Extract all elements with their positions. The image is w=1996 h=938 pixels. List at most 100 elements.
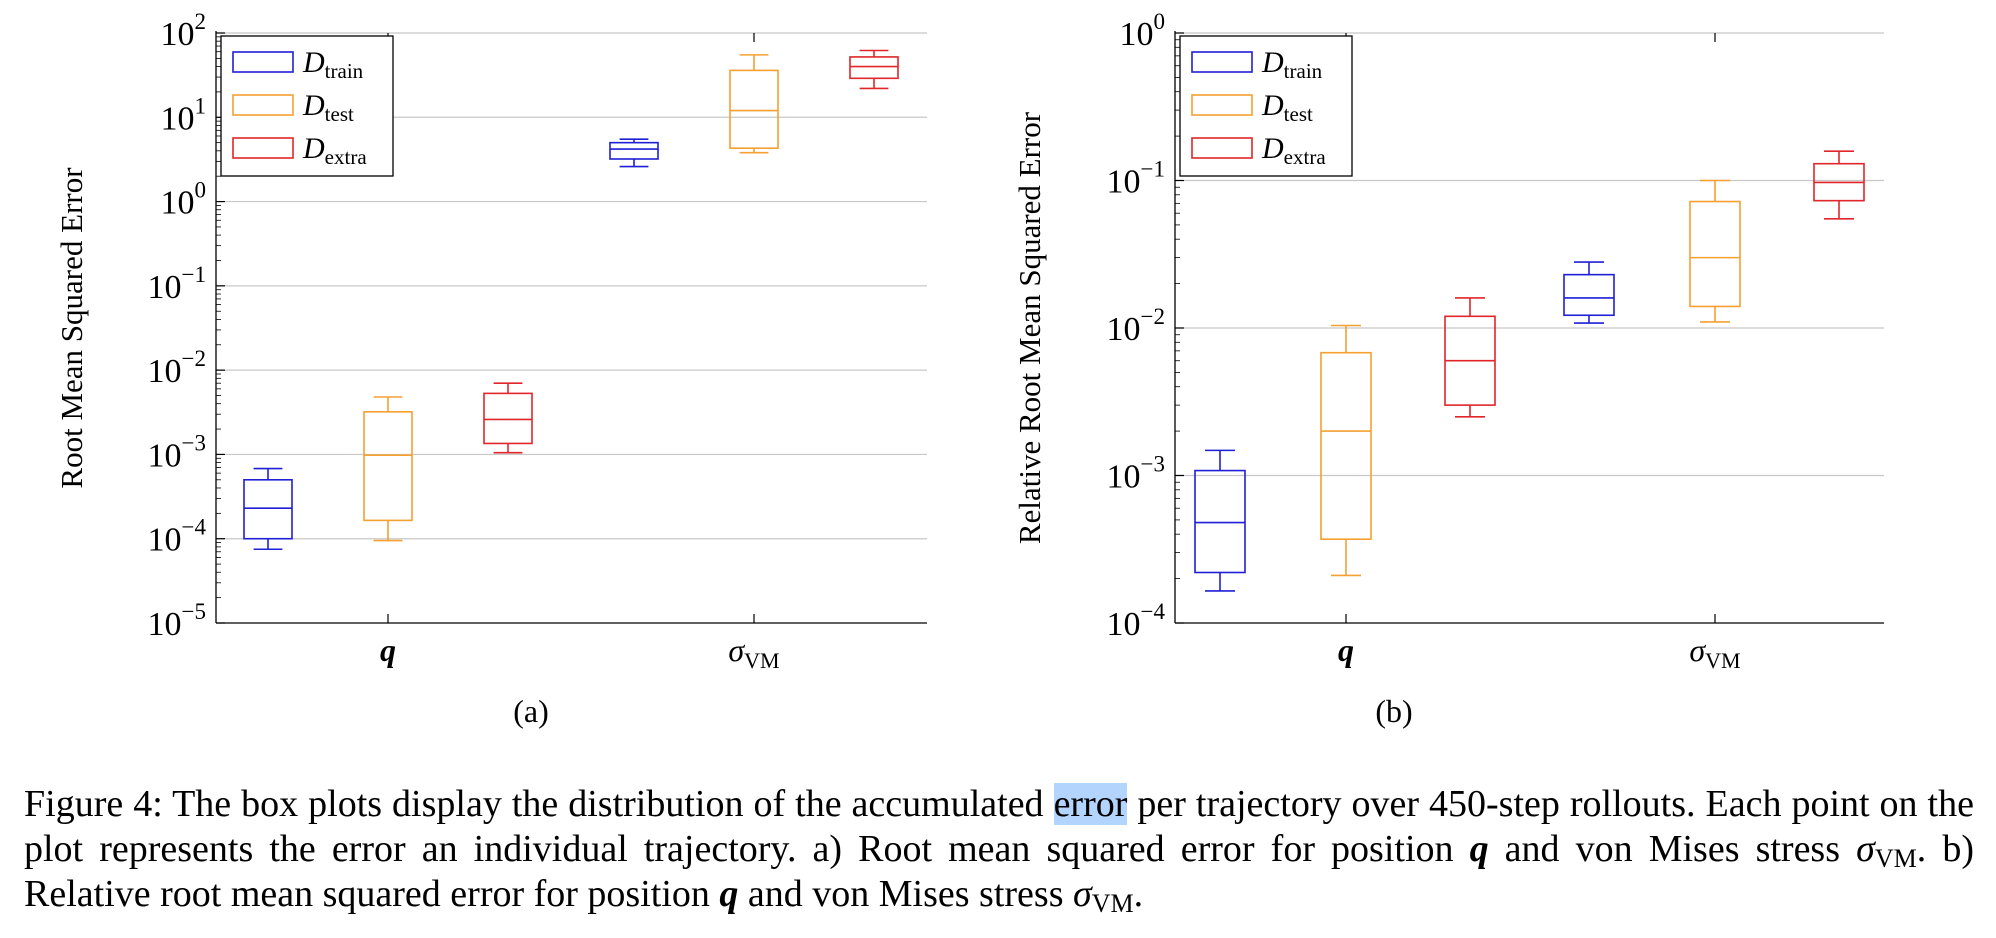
y-tick-label: 10−4 bbox=[148, 515, 207, 559]
box-test-1 bbox=[363, 396, 413, 542]
y-tick-base: 10 bbox=[148, 353, 182, 390]
caption-text-2: per trajectory over 450-step rollouts. E… bbox=[24, 783, 1974, 870]
legend-frame bbox=[1179, 35, 1353, 177]
x-group-label: σVM bbox=[728, 632, 779, 673]
y-tick-exponent: −3 bbox=[182, 430, 206, 455]
box-extra-1 bbox=[483, 382, 533, 454]
y-tick-base: 10 bbox=[148, 606, 182, 643]
y-tick-base: 10 bbox=[1107, 311, 1141, 348]
x-group-subscript: VM bbox=[1705, 648, 1740, 673]
legend-subscript: test bbox=[325, 102, 354, 126]
box-iqr bbox=[1563, 273, 1615, 317]
legend-subscript: test bbox=[1284, 102, 1313, 126]
legend-entry-train: Dtrain bbox=[1261, 46, 1323, 83]
box-train-2 bbox=[1563, 261, 1615, 324]
box-train-1 bbox=[1194, 449, 1246, 592]
legend-frame bbox=[220, 35, 394, 177]
box-iqr bbox=[609, 141, 659, 160]
y-tick-base: 10 bbox=[1107, 164, 1141, 201]
legend-subscript: train bbox=[325, 59, 364, 83]
x-group-label: q bbox=[380, 632, 396, 668]
caption-symbol-sigma-1: σ bbox=[1856, 828, 1875, 870]
y-tick-label: 101 bbox=[161, 93, 207, 137]
x-group-symbol: σ bbox=[1689, 632, 1706, 668]
legend-symbol: D bbox=[302, 132, 325, 165]
y-tick-label: 10−3 bbox=[1107, 452, 1165, 496]
legend-entry-test: Dtest bbox=[302, 89, 354, 126]
legend-swatch-train bbox=[1191, 51, 1253, 73]
caption-text-4: . b) Relative root mean squared error fo… bbox=[24, 828, 1974, 915]
y-tick-base: 10 bbox=[148, 522, 182, 559]
caption-subscript-vm-2: VM bbox=[1091, 889, 1134, 918]
y-tick-exponent: −5 bbox=[182, 599, 206, 624]
legend-symbol: D bbox=[302, 89, 325, 122]
box-iqr bbox=[363, 411, 413, 522]
legend-symbol: D bbox=[1261, 46, 1284, 79]
x-group-label: q bbox=[1338, 632, 1354, 668]
y-tick-exponent: 2 bbox=[195, 9, 207, 34]
box-train-1 bbox=[243, 467, 293, 551]
x-group-label: σVM bbox=[1689, 632, 1740, 673]
box-test-2 bbox=[1689, 179, 1741, 323]
legend-entry-extra: Dextra bbox=[1261, 132, 1326, 169]
panel-label: (b) bbox=[1375, 693, 1412, 729]
y-tick-label: 10−1 bbox=[1107, 157, 1165, 201]
legend-swatch-extra bbox=[232, 137, 294, 159]
x-group-subscript: VM bbox=[744, 648, 779, 673]
y-tick-exponent: −2 bbox=[1141, 304, 1165, 329]
box-iqr bbox=[483, 392, 533, 445]
box-test-1 bbox=[1320, 324, 1372, 577]
caption-symbol-sigma-2: σ bbox=[1073, 873, 1092, 915]
y-tick-base: 10 bbox=[1120, 16, 1154, 53]
legend-swatch-train bbox=[232, 51, 294, 73]
y-tick-label: 10−3 bbox=[148, 430, 206, 474]
x-group-symbol: q bbox=[380, 632, 396, 668]
legend-subscript: extra bbox=[325, 145, 368, 169]
box-iqr bbox=[849, 56, 899, 80]
box-extra-1 bbox=[1444, 297, 1496, 418]
y-tick-label: 100 bbox=[161, 178, 207, 222]
box-iqr bbox=[243, 479, 293, 540]
caption-text-6: . bbox=[1133, 873, 1144, 915]
y-tick-base: 10 bbox=[161, 185, 195, 222]
figure-caption: Figure 4: The box plots display the dist… bbox=[24, 782, 1974, 917]
y-tick-label: 100 bbox=[1120, 9, 1166, 53]
y-tick-exponent: −1 bbox=[182, 262, 206, 287]
caption-symbol-q-2: q bbox=[719, 873, 739, 915]
legend-symbol: D bbox=[302, 46, 325, 79]
y-tick-base: 10 bbox=[148, 437, 182, 474]
y-tick-base: 10 bbox=[1107, 606, 1141, 643]
legend-subscript: extra bbox=[1284, 145, 1327, 169]
caption-text-1: Figure 4: The box plots display the dist… bbox=[24, 783, 1054, 825]
box-extra-2 bbox=[1813, 150, 1865, 220]
legend-symbol: D bbox=[1261, 89, 1284, 122]
y-tick-exponent: −1 bbox=[1141, 157, 1165, 182]
box-iqr bbox=[1194, 469, 1246, 574]
legend-subscript: train bbox=[1284, 59, 1323, 83]
y-tick-base: 10 bbox=[161, 100, 195, 137]
legend-swatch-test bbox=[232, 94, 294, 116]
y-tick-exponent: 0 bbox=[195, 178, 207, 203]
legend-swatch-extra bbox=[1191, 137, 1253, 159]
y-tick-base: 10 bbox=[148, 269, 182, 306]
box-iqr bbox=[729, 69, 779, 149]
y-tick-label: 10−2 bbox=[1107, 304, 1165, 348]
y-tick-exponent: −2 bbox=[182, 346, 206, 371]
y-axis-label: Relative Root Mean Squared Error bbox=[1012, 111, 1047, 544]
box-extra-2 bbox=[849, 49, 899, 90]
box-iqr bbox=[1689, 200, 1741, 308]
caption-text-5: and von Mises stress bbox=[738, 873, 1074, 915]
caption-symbol-q-1: q bbox=[1469, 828, 1489, 870]
box-test-2 bbox=[729, 54, 779, 154]
panel-label: (a) bbox=[513, 693, 549, 729]
y-axis-label: Root Mean Squared Error bbox=[54, 167, 89, 489]
legend-symbol: D bbox=[1261, 132, 1284, 165]
y-tick-exponent: −4 bbox=[1141, 599, 1166, 624]
box-iqr bbox=[1320, 351, 1372, 540]
y-tick-exponent: 1 bbox=[195, 93, 207, 118]
y-tick-label: 10−2 bbox=[148, 346, 206, 390]
